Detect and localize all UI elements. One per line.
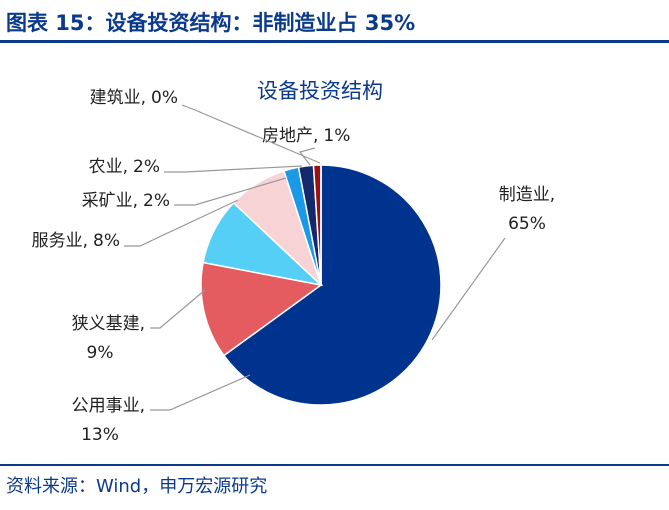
footer-rule [0, 464, 669, 466]
slice-label: 采矿业, 2% [82, 191, 170, 211]
leader-line [431, 237, 506, 341]
leader-line [164, 165, 303, 173]
slice-name: 服务业, [32, 231, 88, 251]
leader-line [174, 177, 287, 206]
chart-title: 设备投资结构 [257, 79, 383, 103]
slice-value: 2% [143, 191, 170, 211]
slice-label: 公用事业, [72, 396, 145, 416]
slice-label: 服务业, 8% [32, 231, 120, 251]
page-title: 图表 15：设备投资结构：非制造业占 35% [6, 11, 415, 35]
slice-label: 制造业, [499, 185, 555, 205]
slice-name: 农业, [89, 157, 128, 177]
title-rule [0, 40, 669, 43]
slice-value: 0% [151, 88, 178, 108]
slice-name: 建筑业, [90, 88, 146, 108]
leader-line [124, 199, 239, 247]
slice-value: 8% [93, 231, 120, 251]
slice-name: 采矿业, [82, 191, 138, 211]
leader-line [150, 289, 206, 329]
pie-slice [222, 164, 442, 406]
slice-label: 房地产, 1% [262, 126, 350, 146]
slice-label: 农业, 2% [89, 157, 160, 177]
leader-line [298, 147, 316, 166]
slice-label: 狭义基建, [72, 314, 145, 334]
slice-value: 1% [323, 126, 350, 146]
leader-line [181, 104, 321, 164]
slice-value: 2% [133, 157, 160, 177]
pie-slice [200, 261, 323, 357]
slice-value: 65% [508, 214, 546, 234]
slice-value: 9% [87, 343, 114, 363]
leader-line [150, 374, 251, 411]
source: 资料来源：Wind，申万宏源研究 [6, 476, 267, 497]
slice-label: 建筑业, 0% [90, 88, 178, 108]
slice-name: 房地产, [262, 126, 318, 146]
slice-value: 13% [81, 425, 119, 445]
